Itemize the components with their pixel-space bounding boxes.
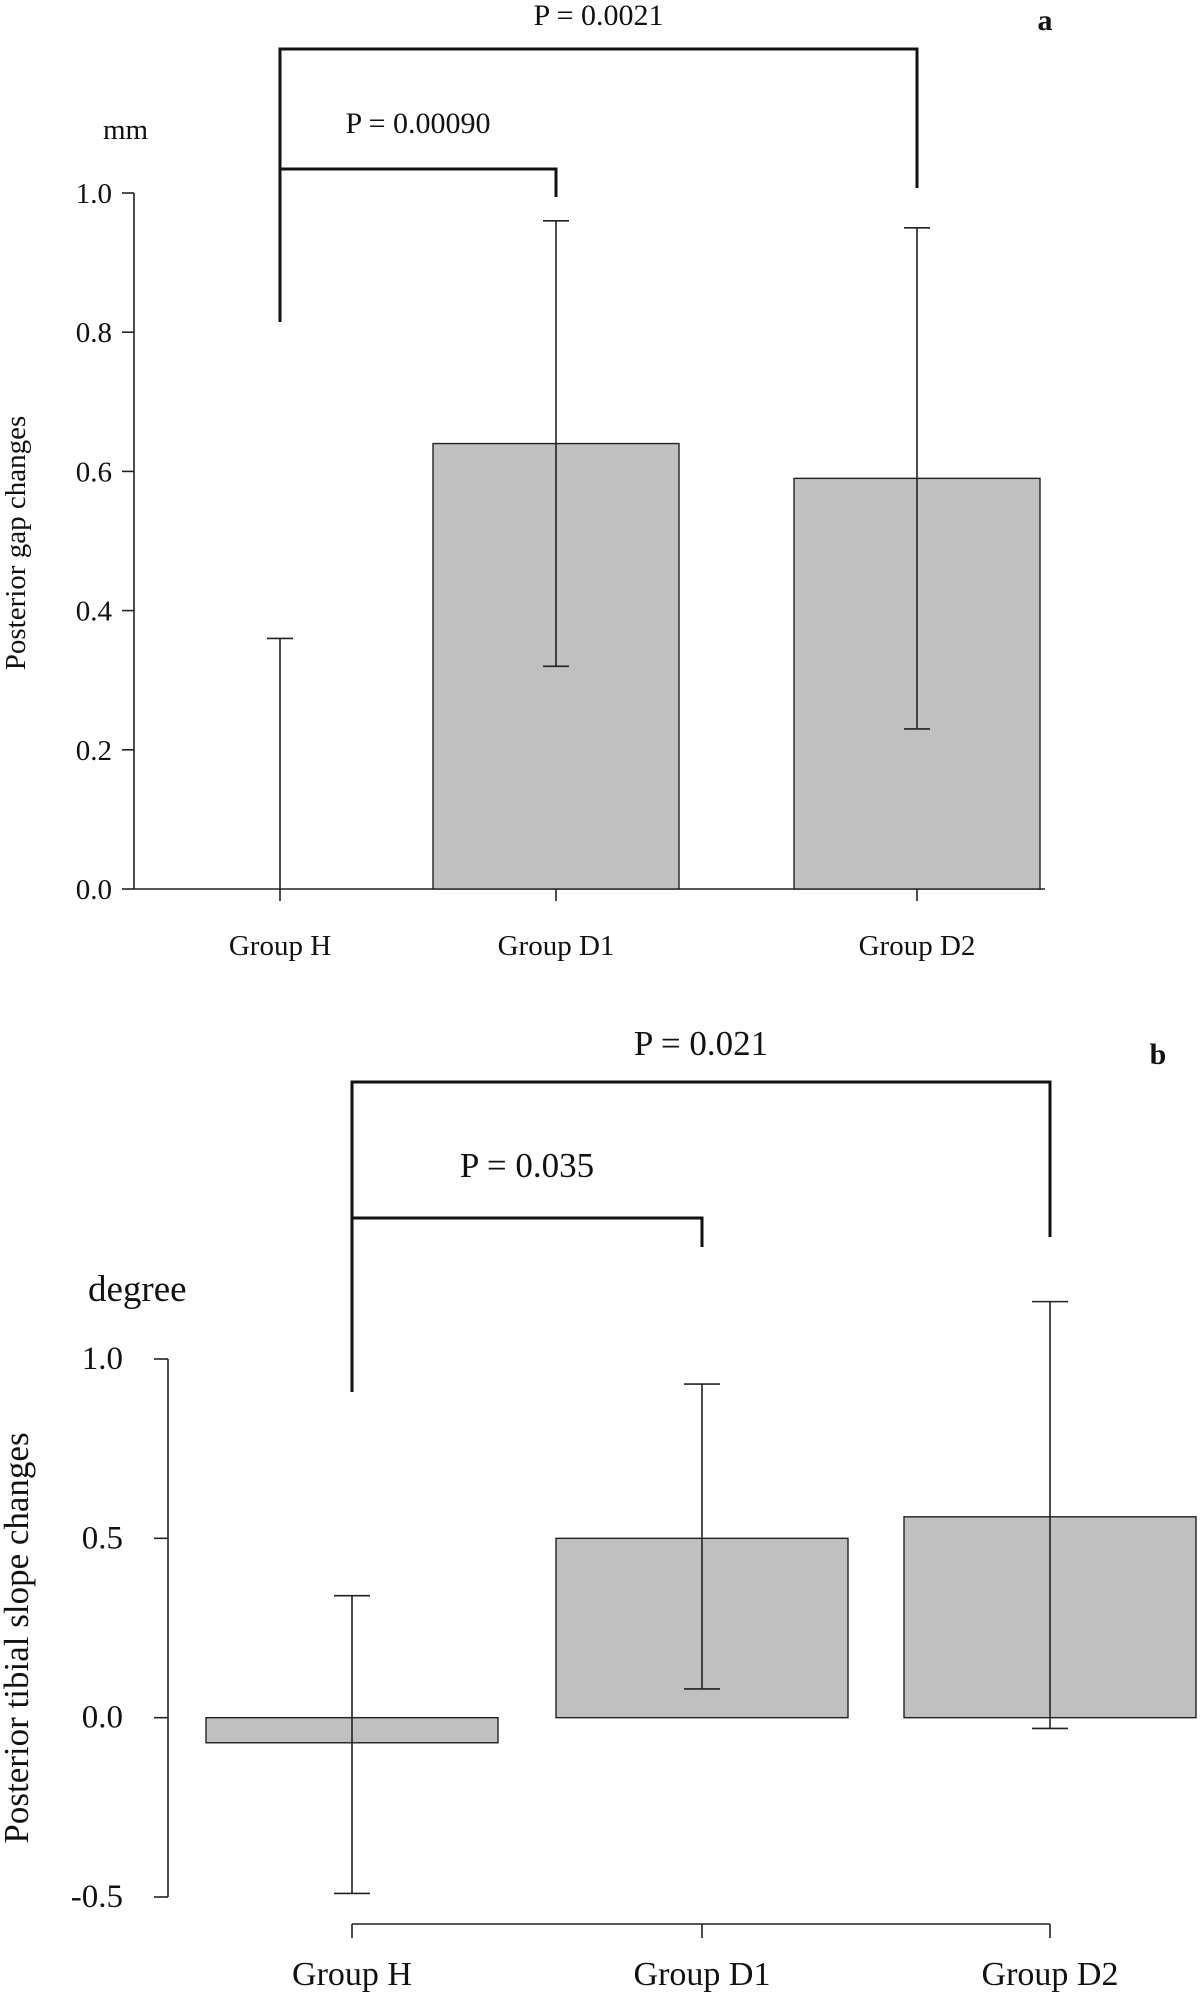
x-category-label: Group D2 [859, 930, 976, 962]
y-tick-label: 0.4 [76, 596, 113, 628]
unit-label: degree [88, 1269, 187, 1310]
x-category-label: Group D1 [634, 1956, 771, 1993]
y-tick-label: 0.0 [82, 1700, 123, 1736]
y-tick-label: 0.2 [76, 735, 112, 767]
x-category-label: Group H [292, 1956, 412, 1993]
x-category-label: Group H [229, 930, 331, 962]
y-axis-label: Posterior tibial slope changes [0, 1432, 36, 1843]
y-tick-label: 1.0 [76, 178, 112, 210]
significance-bracket [278, 167, 558, 322]
x-category-label: Group D1 [498, 930, 615, 962]
p-value-label: P = 0.00090 [346, 107, 491, 140]
y-tick-label: 0.5 [82, 1520, 123, 1556]
p-value-label: P = 0.035 [460, 1146, 594, 1185]
panel-label: b [1150, 1038, 1167, 1071]
y-tick-label: 0.8 [76, 317, 112, 349]
y-axis-label: Posterior gap changes [0, 416, 32, 671]
y-tick-label: 0.6 [76, 456, 112, 488]
p-value-label: P = 0.0021 [534, 0, 664, 32]
x-category-label: Group D2 [982, 1956, 1119, 1993]
y-tick-label: 1.0 [82, 1341, 123, 1377]
panel-a-bar-chart: 0.0 0.2 0.4 0.6 0.8 1.0 Group H Group D1 Group D… [0, 0, 1053, 962]
y-tick-label: -0.5 [71, 1879, 123, 1915]
panel-label: a [1038, 4, 1053, 37]
unit-label: mm [103, 114, 149, 146]
significance-bracket [278, 47, 919, 322]
p-value-label: P = 0.021 [634, 1024, 768, 1063]
panel-b-bar-chart: -0.5 0.0 0.5 1.0 Group H Group D1 Group D2 Post… [0, 1024, 1197, 1993]
significance-bracket [350, 1216, 704, 1392]
significance-bracket [350, 1080, 1052, 1392]
y-tick-label: 0.0 [76, 874, 112, 906]
